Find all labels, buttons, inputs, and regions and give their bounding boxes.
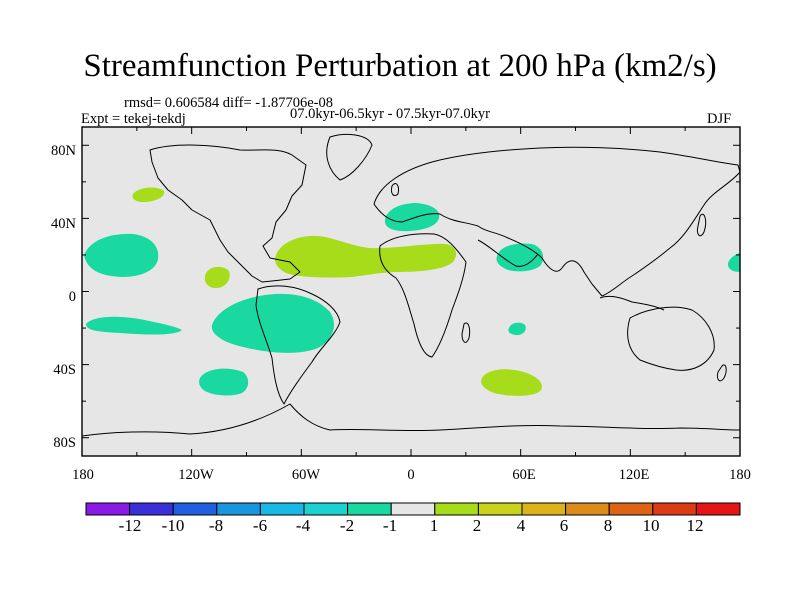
- colorbar-swatch: [129, 502, 174, 516]
- coastline-antarctica: [81, 403, 741, 437]
- colorbar-label: -10: [161, 516, 185, 535]
- anomaly-region-southeast-pacific: [199, 368, 249, 396]
- season-label: DJF: [707, 111, 732, 127]
- experiment-label: Expt = tekej-tekdj: [81, 111, 186, 127]
- coastline-indonesia: [599, 295, 665, 311]
- y-tick-label: 80N: [51, 143, 76, 159]
- anomaly-region-south-america: [211, 293, 334, 353]
- x-tick-label: 60E: [512, 467, 536, 483]
- colorbar-swatch: [608, 502, 654, 516]
- y-tick-label: 40N: [51, 216, 76, 232]
- colorbar-label: 1: [429, 516, 439, 535]
- colorbar-label: 10: [642, 516, 660, 535]
- anomaly-region-mediterranean: [384, 203, 440, 232]
- colorbar-swatch: [347, 502, 392, 516]
- colorbar-label: -2: [339, 516, 355, 535]
- x-tick-label: 180: [72, 467, 94, 483]
- positive-anomaly-regions: [132, 187, 542, 396]
- anomaly-region-east-pacific-small: [204, 266, 230, 289]
- map-background: [82, 127, 740, 456]
- colorbar-swatch: [565, 502, 610, 516]
- coastline-africa: [379, 233, 467, 358]
- coastline-arabia-detail: [477, 239, 539, 267]
- colorbar-label: 4: [516, 516, 526, 535]
- coastline-new-zealand: [717, 364, 727, 382]
- colorbar-label: -1: [382, 516, 398, 535]
- y-tick-label: 80S: [53, 435, 76, 451]
- coastline-madagascar: [461, 322, 471, 343]
- coastline-british-isles: [391, 183, 399, 197]
- colorbar-swatch: [434, 502, 479, 516]
- colorbar-label: 8: [603, 516, 613, 535]
- x-tick-label: 120E: [618, 467, 650, 483]
- x-tick-label: 120W: [178, 467, 214, 483]
- colorbar-label: -4: [295, 516, 311, 535]
- colorbar-swatch: [303, 502, 349, 516]
- anomaly-region-west-pacific-edge: [727, 253, 740, 272]
- coastline-japan: [697, 213, 707, 237]
- coastline-greenland: [326, 133, 373, 181]
- anomaly-region-south-indian: [481, 369, 542, 396]
- colorbar-label: 2: [472, 516, 482, 535]
- anomaly-region-tropical-atlantic: [275, 235, 457, 278]
- coastlines: [81, 133, 741, 437]
- colorbar-swatch: [390, 502, 436, 516]
- y-tick-label: 40S: [53, 362, 76, 378]
- colorbar-label: 12: [686, 516, 704, 535]
- colorbar-label: 6: [559, 516, 569, 535]
- colorbar-label: -8: [208, 516, 224, 535]
- colorbar: [85, 502, 741, 516]
- colorbar-swatch: [695, 502, 741, 516]
- colorbar-label: -6: [252, 516, 268, 535]
- colorbar-swatch: [259, 502, 305, 516]
- colorbar-swatch: [652, 502, 697, 516]
- coastline-eurasia: [373, 146, 741, 297]
- stats-line: rmsd= 0.606584 diff= -1.87706e-08: [124, 95, 333, 111]
- y-tick-label: 0: [68, 289, 76, 305]
- anomaly-region-north-pacific: [84, 233, 159, 277]
- colorbar-swatch: [477, 502, 523, 516]
- axis-ticks: [81, 127, 741, 456]
- colorbar-label: -12: [118, 516, 142, 535]
- coastline-australia: [627, 306, 715, 371]
- anomaly-region-south-pacific-band: [86, 316, 182, 335]
- coastline-north-america: [149, 144, 307, 283]
- anomaly-region-north-pacific-small: [132, 187, 165, 202]
- colorbar-swatch: [172, 502, 218, 516]
- period-label: 07.0kyr-06.5kyr - 07.5kyr-07.0kyr: [290, 106, 490, 122]
- colorbar-swatch: [85, 502, 131, 516]
- anomaly-region-indian-ocean-small: [508, 322, 526, 336]
- coastline-south-america: [255, 285, 341, 405]
- x-tick-label: 60W: [291, 467, 321, 483]
- colorbar-swatch: [216, 502, 261, 516]
- x-tick-label: 0: [407, 467, 415, 483]
- plot-title: Streamfunction Perturbation at 200 hPa (…: [83, 48, 717, 84]
- negative-anomaly-regions: [84, 203, 740, 396]
- colorbar-swatch: [521, 502, 567, 516]
- x-tick-label: 180: [729, 467, 751, 483]
